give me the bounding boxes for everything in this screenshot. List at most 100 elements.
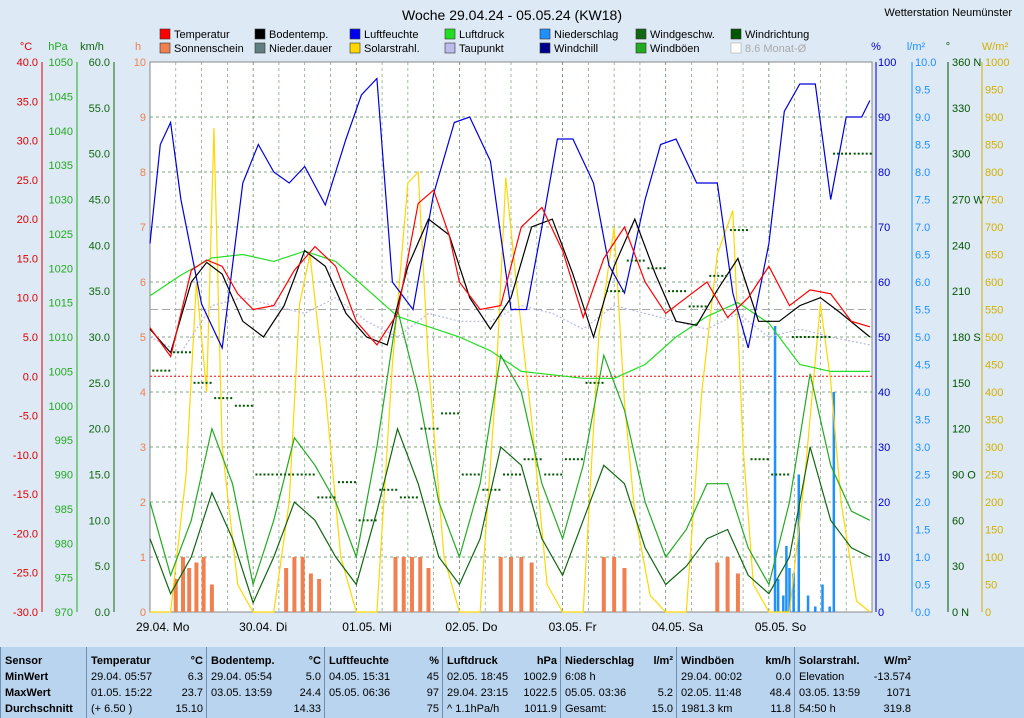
rain-axis-tick-label: 3.0 bbox=[915, 442, 930, 454]
table-cell-label: 02.05. 18:45 bbox=[447, 671, 509, 683]
wind-direction-point bbox=[152, 369, 155, 372]
wind-direction-point bbox=[745, 229, 748, 232]
direction-axis-tick-label: 330 bbox=[952, 103, 970, 115]
table-cell-label: Elevation bbox=[799, 671, 845, 683]
table-cell-value: 23.7 bbox=[181, 687, 203, 699]
temperature-axis-tick-label: 35.0 bbox=[17, 96, 38, 108]
series-line-windgeschw bbox=[149, 426, 871, 605]
table-cell-label: Gesamt: bbox=[565, 703, 607, 715]
wind-direction-point bbox=[622, 290, 625, 293]
sunshine-bar bbox=[187, 568, 192, 612]
direction-axis-tick-label: 210 bbox=[952, 286, 970, 298]
day-label: 01.05. Mi bbox=[342, 620, 391, 634]
direction-axis-tick-label: 60 bbox=[952, 515, 964, 527]
wind-direction-point bbox=[180, 351, 183, 354]
wind-unit-label: km/h bbox=[80, 41, 104, 53]
sunshine-axis-tick-label: 8 bbox=[140, 167, 146, 179]
humidity-axis-tick-label: 90 bbox=[878, 112, 890, 124]
table-cell-value: 14.33 bbox=[293, 703, 321, 715]
wind-direction-point bbox=[741, 229, 744, 232]
solar-axis-tick-label: 450 bbox=[985, 360, 1003, 372]
wind-direction-point bbox=[441, 412, 444, 415]
sunshine-axis-tick-label: 6 bbox=[140, 277, 146, 289]
pressure-axis-tick-label: 1050 bbox=[49, 57, 73, 69]
sunshine-bar bbox=[509, 557, 513, 612]
wind-direction-point bbox=[511, 473, 513, 476]
wind-direction-point bbox=[197, 381, 200, 384]
series-line-bodentemp bbox=[149, 217, 871, 354]
station-name: Wetterstation Neumünster bbox=[884, 7, 1012, 19]
table-row: Gesamt: 15.0 bbox=[565, 701, 673, 717]
legend-swatch bbox=[444, 28, 456, 40]
rain-axis-tick-label: 10.0 bbox=[915, 57, 936, 69]
sunshine-axis-tick-label: 5 bbox=[140, 332, 146, 344]
table-row: 14.33 bbox=[211, 701, 321, 717]
wind-direction-point bbox=[725, 274, 728, 277]
wind-direction-point bbox=[209, 381, 212, 384]
direction-axis-tick-label: 240 bbox=[952, 240, 970, 252]
solar-axis-tick-label: 700 bbox=[985, 222, 1003, 234]
wind-direction-point bbox=[539, 458, 542, 461]
direction-axis-tick-label: 120 bbox=[952, 424, 970, 436]
rain-axis-tick-label: 1.5 bbox=[915, 525, 930, 537]
rain-bar bbox=[792, 573, 795, 612]
legend-label: Windgeschw. bbox=[650, 29, 715, 41]
humidity-axis-tick-label: 10 bbox=[878, 552, 890, 564]
wind-direction-point bbox=[424, 427, 427, 430]
wind-direction-point bbox=[515, 473, 517, 476]
sunshine-axis-tick-label: 2 bbox=[140, 497, 146, 509]
solar-axis-tick-label: 0 bbox=[985, 607, 991, 619]
wind-direction-point bbox=[704, 305, 707, 308]
table-column: Niederschlag l/m² 6:08 h 05.05. 03:36 5.2 Ges… bbox=[560, 647, 677, 718]
table-cell-value: 45 bbox=[426, 671, 439, 683]
wind-direction-point bbox=[672, 290, 675, 293]
table-row: 1981.3 km 11.8 bbox=[681, 701, 791, 717]
pressure-axis-tick-label: 1005 bbox=[49, 366, 73, 378]
solar-axis-tick-label: 800 bbox=[985, 167, 1003, 179]
wind-axis-tick-label: 0.0 bbox=[95, 607, 110, 619]
wind-axis-tick-label: 50.0 bbox=[89, 149, 110, 161]
series-line-luftfeuchte bbox=[149, 77, 871, 351]
wind-direction-point bbox=[205, 381, 208, 384]
legend-label: Windböen bbox=[650, 43, 700, 55]
table-cell-value: 1071 bbox=[886, 687, 911, 699]
wind-direction-point bbox=[242, 404, 245, 407]
wind-axis-tick-label: 55.0 bbox=[89, 103, 110, 115]
rain-axis-tick-label: 6.0 bbox=[915, 277, 930, 289]
wind-direction-point bbox=[552, 473, 555, 476]
table-cell-label: Windböen bbox=[681, 655, 735, 667]
table-cell-label: ^ 1.1hPa/h bbox=[447, 703, 500, 715]
wind-direction-point bbox=[655, 267, 658, 270]
wind-direction-point bbox=[606, 290, 609, 293]
pressure-axis-tick-label: 970 bbox=[55, 607, 73, 619]
wind-direction-point bbox=[164, 369, 167, 372]
table-row: Luftdruck hPa bbox=[447, 653, 557, 669]
table-row: Bodentemp. °C bbox=[211, 653, 321, 669]
wind-direction-point bbox=[865, 152, 868, 155]
wind-direction-point bbox=[362, 519, 365, 522]
rain-axis-tick-label: 0.0 bbox=[915, 607, 930, 619]
wind-direction-point bbox=[535, 458, 538, 461]
wind-direction-point bbox=[799, 336, 802, 338]
table-row: 75 bbox=[329, 701, 439, 717]
wind-direction-point bbox=[246, 404, 249, 407]
sunshine-bar bbox=[601, 557, 606, 612]
humidity-axis-tick-label: 50 bbox=[878, 332, 890, 344]
table-cell-label: 29.04. 05:54 bbox=[211, 671, 273, 683]
rain-axis-tick-label: 0.5 bbox=[915, 580, 930, 592]
wind-direction-point bbox=[329, 496, 332, 499]
table-row: MaxWert bbox=[5, 685, 83, 701]
table-row: Luftfeuchte% bbox=[329, 653, 439, 669]
sunshine-unit-label: h bbox=[135, 41, 141, 53]
solar-axis-tick-label: 150 bbox=[985, 525, 1003, 537]
wind-direction-point bbox=[791, 336, 794, 338]
temperature-axis-tick-label: -30.0 bbox=[13, 607, 38, 619]
table-column: Bodentemp. °C 29.04. 05:54 5.0 03.05. 13:59 2… bbox=[206, 647, 325, 718]
rain-axis-tick-label: 4.5 bbox=[915, 360, 930, 372]
sunshine-axis-tick-label: 9 bbox=[140, 112, 146, 124]
temperature-axis-tick-label: 25.0 bbox=[17, 175, 38, 187]
table-row: 29.04. 23:15 1022.5 bbox=[447, 685, 557, 701]
wind-direction-point bbox=[395, 488, 398, 491]
sunshine-bar bbox=[173, 579, 178, 612]
wind-direction-point bbox=[597, 381, 600, 384]
